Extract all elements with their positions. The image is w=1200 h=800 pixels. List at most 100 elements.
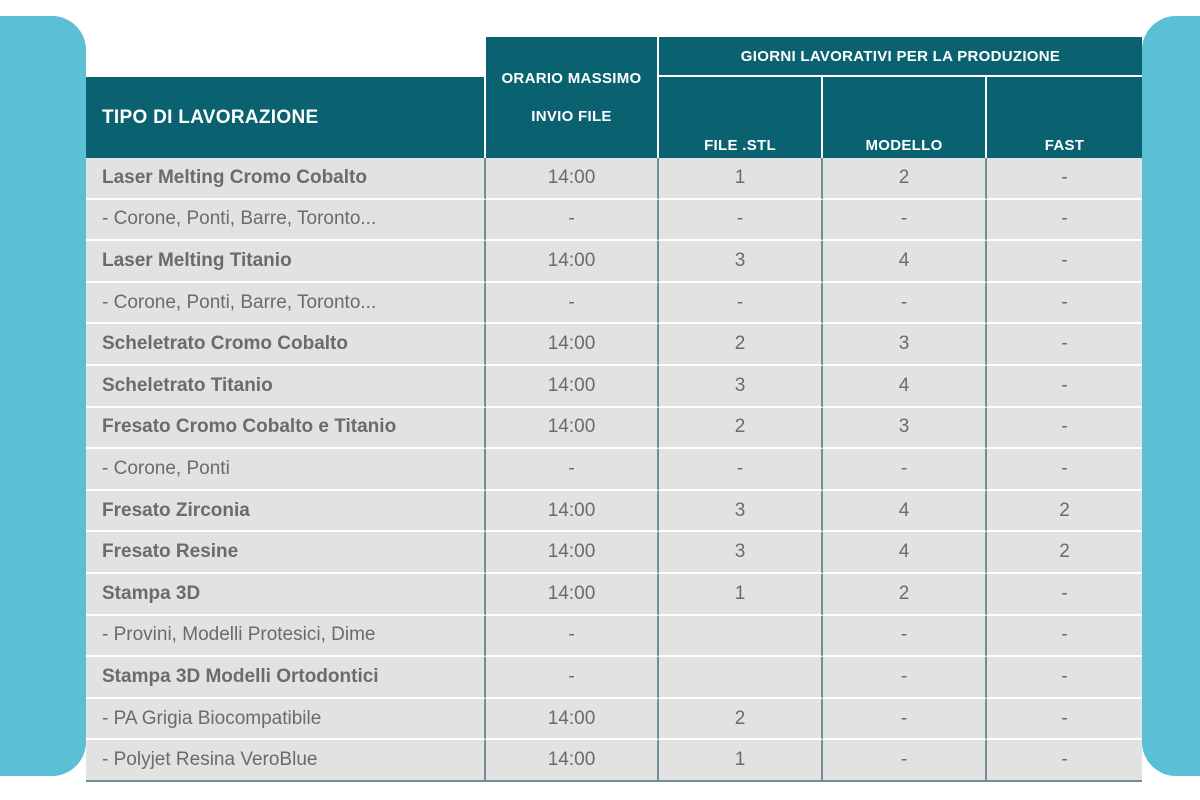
cell-modello: - bbox=[823, 657, 987, 699]
cell-fast: - bbox=[987, 573, 1142, 616]
cell-tipo: - PA Grigia Biocompatibile bbox=[86, 698, 486, 741]
cell-fast: - bbox=[987, 449, 1142, 491]
table-row: Stampa 3D Modelli Ortodontici - - - bbox=[86, 657, 1142, 699]
cell-file-stl: 2 bbox=[659, 698, 823, 741]
table-row: Stampa 3D 14:00 1 2- bbox=[86, 573, 1142, 616]
cell-file-stl: 3 bbox=[659, 490, 823, 533]
cell-tipo: - Provini, Modelli Protesici, Dime bbox=[86, 615, 486, 658]
table-body: Laser Melting Cromo Cobalto 14:00 1 2- - Cor… bbox=[86, 158, 1142, 782]
cell-modello: 2 bbox=[823, 573, 987, 616]
cell-orario: - bbox=[486, 199, 659, 242]
cell-file-stl: - bbox=[659, 199, 823, 242]
cell-orario: - bbox=[486, 657, 659, 699]
cell-tipo: - Polyjet Resina VeroBlue bbox=[86, 740, 486, 782]
cell-file-stl: 1 bbox=[659, 573, 823, 616]
header-tipo-lavorazione: TIPO DI LAVORAZIONE bbox=[86, 77, 484, 158]
cell-file-stl: 3 bbox=[659, 241, 823, 283]
header-orario-line1: ORARIO MASSIMO bbox=[501, 69, 642, 87]
header-giorni-lavorativi: GIORNI LAVORATIVI PER LA PRODUZIONE bbox=[659, 37, 1142, 75]
cell-file-stl: 1 bbox=[659, 740, 823, 782]
cell-file-stl: - bbox=[659, 449, 823, 491]
cell-orario: - bbox=[486, 615, 659, 658]
cell-fast: 2 bbox=[987, 490, 1142, 533]
cell-orario: 14:00 bbox=[486, 407, 659, 450]
cell-fast: - bbox=[987, 365, 1142, 408]
cell-orario: - bbox=[486, 449, 659, 491]
cell-tipo: Laser Melting Cromo Cobalto bbox=[86, 158, 486, 200]
table-row: - Corone, Ponti, Barre, Toronto... - - - - bbox=[86, 282, 1142, 325]
right-side-tab bbox=[1142, 16, 1200, 776]
cell-modello: - bbox=[823, 740, 987, 782]
cell-modello: 4 bbox=[823, 241, 987, 283]
cell-orario: 14:00 bbox=[486, 241, 659, 283]
cell-file-stl bbox=[659, 615, 823, 658]
cell-fast: 2 bbox=[987, 532, 1142, 574]
cell-orario: 14:00 bbox=[486, 158, 659, 200]
cell-fast: - bbox=[987, 698, 1142, 741]
table-row: - Polyjet Resina VeroBlue 14:00 1- - bbox=[86, 740, 1142, 782]
cell-tipo: - Corone, Ponti bbox=[86, 449, 486, 491]
cell-orario: 14:00 bbox=[486, 324, 659, 366]
table-row: Fresato Cromo Cobalto e Titanio 14:00 2 3- bbox=[86, 407, 1142, 450]
header-fast: FAST bbox=[987, 77, 1142, 158]
cell-orario: 14:00 bbox=[486, 490, 659, 533]
cell-modello: - bbox=[823, 199, 987, 242]
production-times-table: TIPO DI LAVORAZIONE ORARIO MASSIMO INVIO… bbox=[86, 37, 1142, 782]
cell-fast: - bbox=[987, 740, 1142, 782]
cell-modello: - bbox=[823, 615, 987, 658]
header-orario-massimo: ORARIO MASSIMO INVIO FILE bbox=[486, 37, 657, 158]
cell-orario: - bbox=[486, 282, 659, 325]
cell-tipo: Stampa 3D bbox=[86, 573, 486, 616]
cell-tipo: - Corone, Ponti, Barre, Toronto... bbox=[86, 199, 486, 242]
cell-fast: - bbox=[987, 199, 1142, 242]
cell-tipo: Fresato Resine bbox=[86, 532, 486, 574]
cell-orario: 14:00 bbox=[486, 573, 659, 616]
cell-fast: - bbox=[987, 241, 1142, 283]
cell-modello: - bbox=[823, 282, 987, 325]
cell-tipo: Stampa 3D Modelli Ortodontici bbox=[86, 657, 486, 699]
cell-orario: 14:00 bbox=[486, 698, 659, 741]
cell-modello: 4 bbox=[823, 365, 987, 408]
cell-orario: 14:00 bbox=[486, 740, 659, 782]
table-row: - Provini, Modelli Protesici, Dime - - - bbox=[86, 615, 1142, 658]
cell-fast: - bbox=[987, 615, 1142, 658]
table-row: Fresato Resine 14:00 3 4 2 bbox=[86, 532, 1142, 574]
cell-tipo: Fresato Zirconia bbox=[86, 490, 486, 533]
cell-file-stl: 3 bbox=[659, 532, 823, 574]
table-row: Laser Melting Titanio 14:00 3 4- bbox=[86, 241, 1142, 283]
header-file-stl: FILE .STL bbox=[659, 77, 821, 158]
cell-tipo: Scheletrato Titanio bbox=[86, 365, 486, 408]
cell-tipo: Scheletrato Cromo Cobalto bbox=[86, 324, 486, 366]
cell-modello: 4 bbox=[823, 532, 987, 574]
table-row: - PA Grigia Biocompatibile 14:00 2- - bbox=[86, 698, 1142, 741]
header-orario-line2: INVIO FILE bbox=[531, 107, 612, 125]
table-row: Fresato Zirconia 14:00 3 4 2 bbox=[86, 490, 1142, 533]
cell-fast: - bbox=[987, 158, 1142, 200]
cell-fast: - bbox=[987, 282, 1142, 325]
cell-orario: 14:00 bbox=[486, 532, 659, 574]
cell-fast: - bbox=[987, 324, 1142, 366]
cell-orario: 14:00 bbox=[486, 365, 659, 408]
cell-file-stl bbox=[659, 657, 823, 699]
cell-modello: 2 bbox=[823, 158, 987, 200]
cell-modello: 3 bbox=[823, 324, 987, 366]
cell-tipo: Fresato Cromo Cobalto e Titanio bbox=[86, 407, 486, 450]
cell-tipo: Laser Melting Titanio bbox=[86, 241, 486, 283]
cell-file-stl: 1 bbox=[659, 158, 823, 200]
cell-modello: - bbox=[823, 698, 987, 741]
table-row: Scheletrato Titanio 14:00 3 4- bbox=[86, 365, 1142, 408]
cell-file-stl: 3 bbox=[659, 365, 823, 408]
table-row: - Corone, Ponti, Barre, Toronto... - - - - bbox=[86, 199, 1142, 242]
table-row: Scheletrato Cromo Cobalto 14:00 2 3- bbox=[86, 324, 1142, 366]
table-row: Laser Melting Cromo Cobalto 14:00 1 2- bbox=[86, 158, 1142, 200]
cell-fast: - bbox=[987, 657, 1142, 699]
table-row: - Corone, Ponti - - - - bbox=[86, 449, 1142, 491]
cell-file-stl: - bbox=[659, 282, 823, 325]
cell-tipo: - Corone, Ponti, Barre, Toronto... bbox=[86, 282, 486, 325]
cell-fast: - bbox=[987, 407, 1142, 450]
cell-modello: - bbox=[823, 449, 987, 491]
cell-modello: 3 bbox=[823, 407, 987, 450]
cell-file-stl: 2 bbox=[659, 324, 823, 366]
cell-file-stl: 2 bbox=[659, 407, 823, 450]
header-modello: MODELLO bbox=[823, 77, 985, 158]
